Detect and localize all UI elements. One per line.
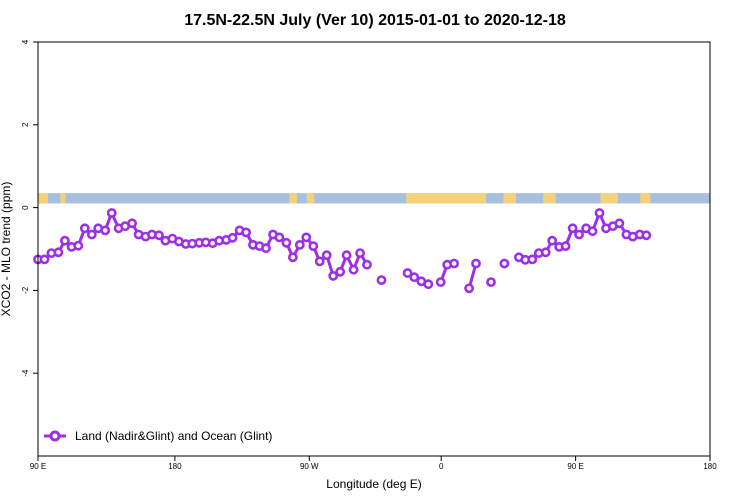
data-point — [314, 256, 325, 267]
ocean-band — [38, 193, 710, 204]
land-segment — [600, 193, 618, 204]
data-point — [241, 227, 251, 238]
plot-frame — [37, 41, 711, 457]
data-point — [73, 240, 84, 251]
data-point — [294, 239, 305, 250]
data-point — [614, 218, 625, 229]
data-point — [301, 232, 312, 243]
x-tick-label: 90 E — [30, 462, 46, 471]
data-point — [106, 208, 117, 218]
data-point — [100, 225, 111, 236]
data-point — [127, 218, 137, 229]
y-axis-label: XCO2 - MLO trend (ppm) — [0, 182, 13, 317]
data-point — [355, 248, 365, 258]
data-point — [560, 241, 571, 251]
data-point — [574, 229, 584, 240]
data-point — [154, 230, 164, 241]
data-point — [328, 270, 339, 281]
x-tick-label: 180 — [168, 462, 182, 471]
data-point — [341, 250, 352, 261]
y-tick-label: 0 — [21, 205, 30, 210]
data-point — [53, 247, 64, 258]
data-point — [308, 241, 319, 251]
x-tick-label: 0 — [439, 462, 444, 471]
data-point — [587, 226, 598, 237]
land-segment — [38, 193, 48, 204]
data-point — [321, 250, 332, 261]
data-point — [409, 272, 420, 283]
x-axis-label: Longitude (deg E) — [326, 477, 421, 491]
data-point — [423, 279, 434, 290]
data-point — [486, 277, 496, 287]
x-tick-label: 90 W — [300, 462, 319, 471]
legend-marker-symbol — [49, 430, 61, 442]
data-point — [86, 229, 97, 240]
data-point — [335, 266, 346, 277]
data-point — [641, 230, 652, 241]
land-segment — [306, 193, 315, 204]
data-point — [39, 254, 50, 265]
legend: Land (Nadir&Glint) and Ocean (Glint) — [44, 429, 272, 443]
data-point — [464, 283, 474, 294]
data-point — [435, 277, 446, 287]
y-tick-label: 4 — [21, 39, 30, 44]
data-point — [471, 258, 481, 269]
y-tick-label: 2 — [21, 122, 30, 127]
data-point — [527, 254, 538, 265]
land-segment — [503, 193, 516, 204]
data-point — [362, 259, 372, 270]
data-point — [227, 232, 238, 243]
data-point — [79, 223, 90, 234]
data-point — [274, 232, 285, 243]
land-segment — [60, 193, 66, 204]
y-tick-label: -4 — [21, 369, 30, 377]
data-point — [60, 235, 70, 246]
data-point — [540, 247, 551, 258]
land-segment — [289, 193, 297, 204]
data-point — [594, 208, 605, 218]
data-point — [499, 258, 510, 269]
x-tick-label: 90 E — [567, 462, 583, 471]
land-segment — [543, 193, 556, 204]
chart-title: 17.5N-22.5N July (Ver 10) 2015-01-01 to … — [184, 12, 566, 29]
land-segment — [406, 193, 486, 204]
data-point — [281, 237, 292, 248]
series-layer — [33, 208, 652, 294]
x-axis: 90 E 180 90 W 0 90 E 180 — [30, 456, 717, 471]
data-point — [287, 252, 298, 263]
data-point — [547, 235, 558, 246]
land-ocean-band — [38, 193, 710, 204]
data-point — [348, 264, 359, 275]
data-point — [261, 243, 271, 254]
data-point — [376, 275, 387, 285]
data-point — [449, 258, 459, 269]
y-tick-label: -2 — [21, 286, 30, 294]
data-point — [567, 223, 578, 234]
legend-label: Land (Nadir&Glint) and Ocean (Glint) — [75, 429, 272, 443]
data-point — [402, 268, 413, 278]
x-tick-label: 180 — [703, 462, 717, 471]
y-axis: 4 2 0 -2 -4 — [21, 39, 38, 377]
land-segment — [640, 193, 651, 204]
